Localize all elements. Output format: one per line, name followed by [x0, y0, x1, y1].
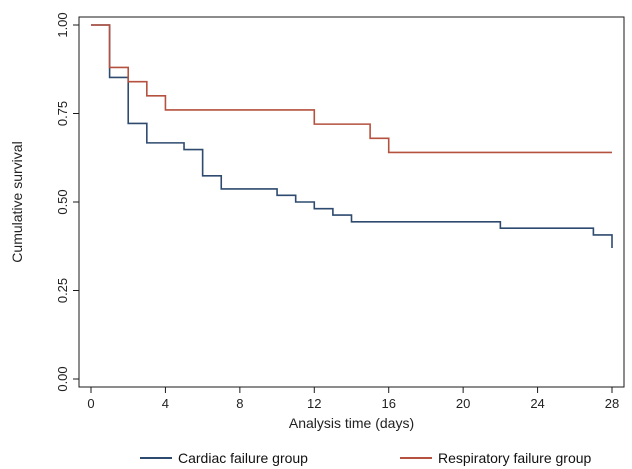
legend: Cardiac failure group Respiratory failure…	[140, 450, 592, 466]
x-tick-label: 4	[162, 396, 169, 411]
series-line-respiratory	[91, 24, 612, 154]
y-tick-label: 0.75	[55, 101, 70, 126]
x-tick-label: 20	[456, 396, 470, 411]
legend-label: Cardiac failure group	[178, 450, 308, 466]
legend-label: Respiratory failure group	[438, 450, 592, 466]
x-tick-label: 12	[307, 396, 321, 411]
series-line-cardiac	[91, 24, 613, 249]
y-axis-title: Cumulative survival	[9, 141, 25, 262]
series-layer	[91, 24, 613, 249]
y-tick-label: 0.25	[55, 278, 70, 303]
y-tick-label: 0.50	[55, 189, 70, 214]
x-tick-label: 16	[381, 396, 395, 411]
y-tick-label: 1.00	[55, 12, 70, 37]
x-tick-label: 0	[87, 396, 94, 411]
x-axis-title: Analysis time (days)	[289, 415, 414, 431]
y-tick-label: 0.00	[55, 366, 70, 391]
x-tick-label: 28	[605, 396, 619, 411]
y-axis-ticks: 0.00 0.25 0.50 0.75 1.00	[55, 12, 79, 392]
x-tick-label: 8	[236, 396, 243, 411]
x-tick-label: 24	[530, 396, 544, 411]
x-axis-ticks: 0 4 8 12 16 20 24 28	[87, 387, 619, 411]
